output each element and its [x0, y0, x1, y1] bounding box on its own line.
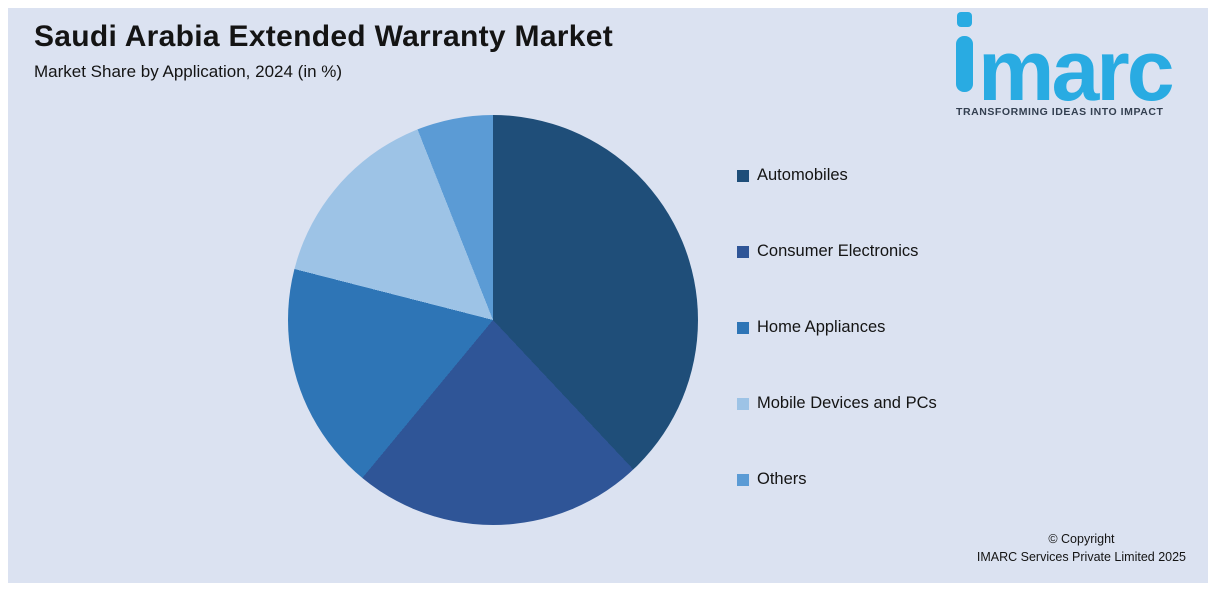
- copyright-notice: © Copyright IMARC Services Private Limit…: [977, 530, 1186, 568]
- page-title: Saudi Arabia Extended Warranty Market: [34, 20, 614, 53]
- imarc-logo-dot-icon: [957, 12, 972, 27]
- legend-item: Home Appliances: [737, 318, 937, 337]
- legend-swatch: [737, 397, 749, 410]
- legend-swatch: [737, 169, 749, 182]
- legend-item: Mobile Devices and PCs: [737, 394, 937, 413]
- legend-label: Mobile Devices and PCs: [757, 394, 937, 412]
- imarc-logo-letter-i: [956, 12, 973, 92]
- page-subtitle: Market Share by Application, 2024 (in %): [34, 62, 343, 81]
- imarc-logo-bar-icon: [956, 36, 973, 92]
- legend-item: Others: [737, 470, 937, 489]
- title-block: Saudi Arabia Extended Warranty Market Ma…: [34, 20, 613, 82]
- legend-swatch: [737, 321, 749, 334]
- legend-label: Consumer Electronics: [757, 242, 919, 260]
- legend: Automobiles Consumer Electronics Home Appl…: [737, 166, 937, 489]
- pie-chart: [288, 115, 698, 525]
- legend-label: Home Appliances: [757, 318, 886, 336]
- chart-panel: Saudi Arabia Extended Warranty Market Ma…: [8, 8, 1208, 583]
- imarc-logo-tagline: TRANSFORMING IDEAS INTO IMPACT: [956, 106, 1164, 118]
- legend-item: Consumer Electronics: [737, 242, 937, 261]
- imarc-logo: marc TRANSFORMING IDEAS INTO IMPACT: [956, 12, 1190, 118]
- imarc-logo-wordmark: marc: [956, 12, 1190, 114]
- legend-label: Others: [757, 470, 807, 488]
- legend-label: Automobiles: [757, 166, 848, 184]
- imarc-logo-text: marc: [978, 23, 1175, 120]
- copyright-line2: IMARC Services Private Limited 2025: [976, 550, 1186, 565]
- copyright-line1: © Copyright: [1048, 531, 1115, 546]
- legend-item: Automobiles: [737, 166, 937, 185]
- legend-swatch: [737, 245, 749, 258]
- legend-swatch: [737, 473, 749, 486]
